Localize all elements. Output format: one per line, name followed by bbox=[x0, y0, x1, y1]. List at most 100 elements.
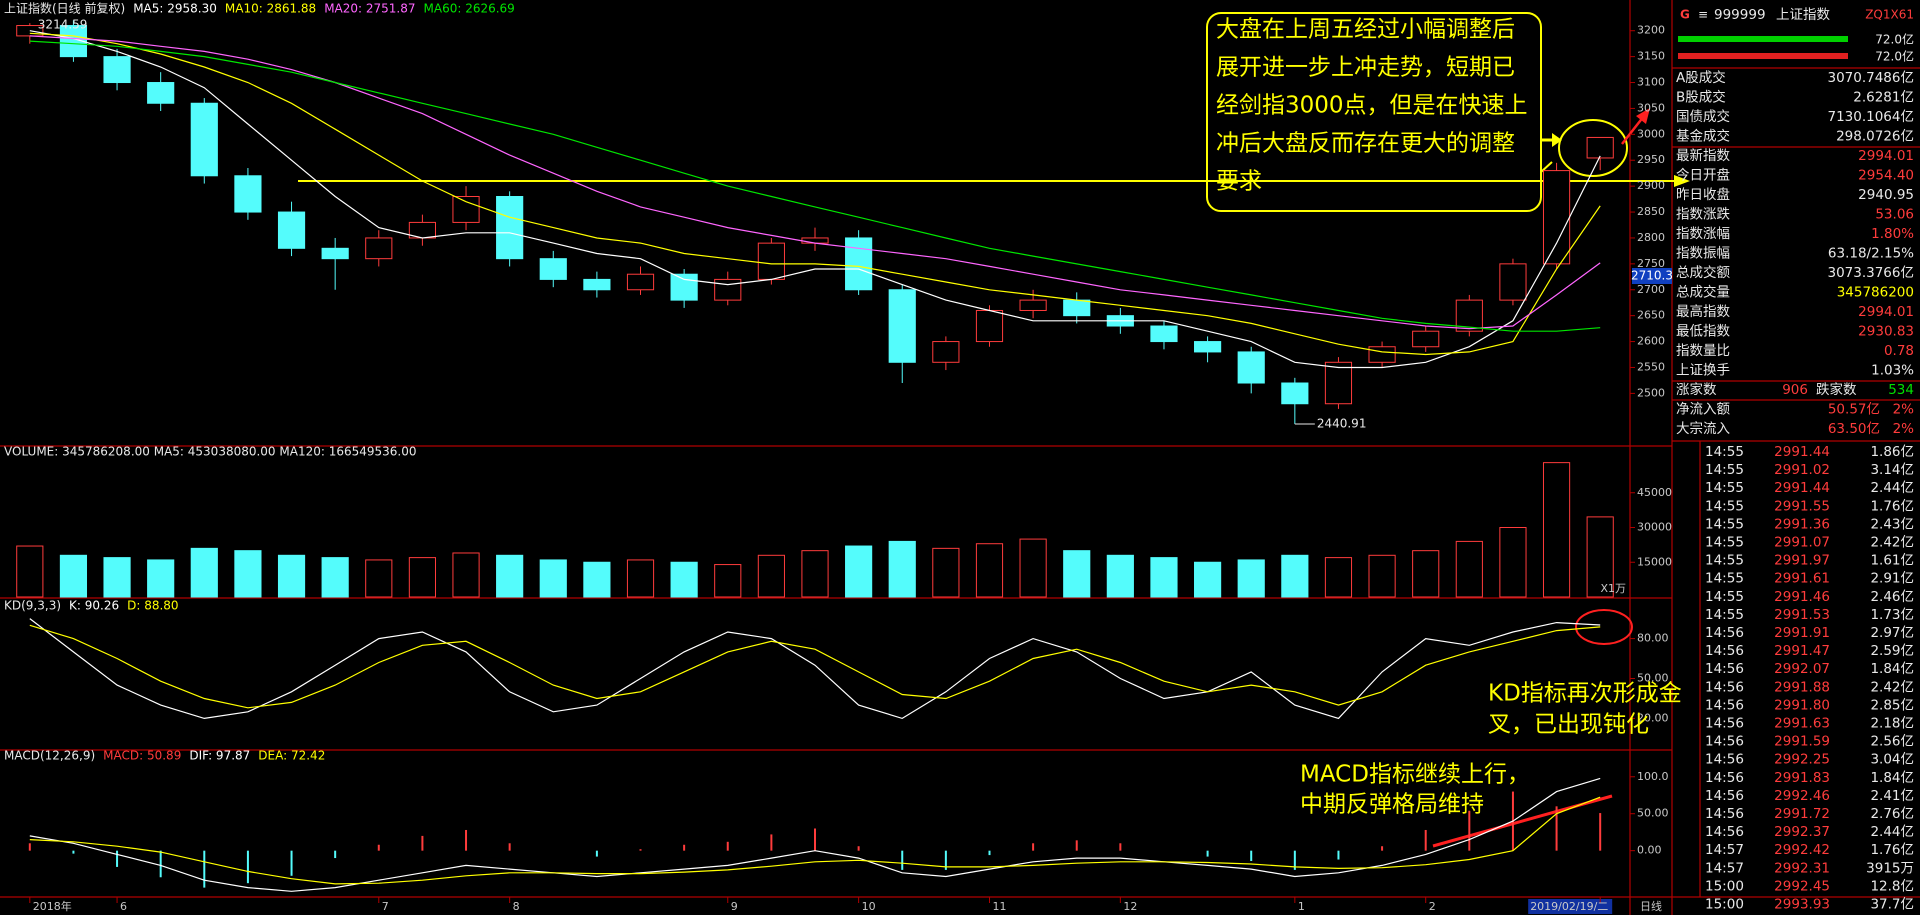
quote-value: 53.06 bbox=[1875, 207, 1914, 223]
trade-volume: 1.76亿 bbox=[1870, 842, 1914, 858]
quote-label: 指数振幅 bbox=[1676, 246, 1730, 262]
trade-volume: 2.44亿 bbox=[1870, 824, 1914, 840]
volume-bar bbox=[801, 550, 829, 598]
x-tick-label: 1 bbox=[1298, 900, 1305, 913]
quote-value: 63.18/2.15% bbox=[1828, 246, 1914, 262]
panel-title: KD(9,3,3) bbox=[4, 599, 61, 613]
candle-body bbox=[1063, 299, 1091, 317]
quote-label: 总成交额 bbox=[1676, 264, 1730, 281]
candle-body bbox=[1237, 351, 1265, 384]
volume-bar bbox=[975, 543, 1004, 598]
trade-price: 2992.46 bbox=[1774, 788, 1830, 804]
breadth-label: 跌家数 bbox=[1816, 381, 1857, 398]
quote-value: 2994.01 bbox=[1858, 304, 1914, 320]
volume-bar bbox=[408, 557, 436, 598]
arrow-head bbox=[1636, 108, 1650, 124]
unit-label: X1万 bbox=[1600, 582, 1626, 595]
quote-label: 最低指数 bbox=[1676, 324, 1730, 340]
trade-time: 14:55 bbox=[1705, 462, 1744, 478]
y-tick-label: 2750 bbox=[1637, 257, 1665, 270]
callout-box bbox=[1206, 12, 1542, 212]
trade-time: 14:56 bbox=[1705, 679, 1744, 695]
high-label: 3214.59 bbox=[38, 18, 88, 32]
y-tick-label: 50.00 bbox=[1637, 807, 1669, 820]
volume-bar bbox=[16, 545, 44, 598]
candle-body bbox=[1542, 170, 1571, 265]
trade-price: 2992.42 bbox=[1774, 842, 1830, 858]
y-tick-label: 15000 bbox=[1637, 555, 1672, 568]
bar-label: 72.0亿 bbox=[1875, 32, 1914, 47]
highlight-ellipse bbox=[1558, 119, 1628, 177]
trade-volume: 2.18亿 bbox=[1870, 716, 1914, 732]
volume-bar bbox=[626, 559, 655, 598]
legend-entry: MA20: 2751.87 bbox=[324, 2, 415, 16]
tag: ZQ1X61 bbox=[1865, 8, 1914, 22]
legend-entry: K: 90.26 bbox=[69, 599, 119, 613]
volume-bar bbox=[845, 545, 873, 598]
trade-volume: 2.44亿 bbox=[1870, 480, 1914, 496]
candle-body bbox=[277, 211, 306, 249]
trade-time: 14:56 bbox=[1705, 661, 1744, 677]
annotation-text: MACD指标继续上行， bbox=[1300, 762, 1530, 788]
trade-price: 2991.44 bbox=[1774, 480, 1830, 496]
legend-entry: DIF: 97.87 bbox=[189, 749, 250, 763]
highlight-ellipse bbox=[1575, 609, 1633, 645]
candle-body bbox=[932, 341, 960, 363]
legend-entry: MACD: 50.89 bbox=[103, 749, 181, 763]
candle-body bbox=[539, 258, 567, 280]
breadth-label: 涨家数 bbox=[1676, 381, 1717, 398]
annotation-text: 大盘在上周五经过小幅调整后 bbox=[1216, 17, 1515, 43]
quote-label: 今日开盘 bbox=[1676, 167, 1730, 184]
panel-title: 上证指数(日线 前复权) bbox=[4, 1, 125, 16]
series-line bbox=[29, 618, 1601, 720]
menu-icon[interactable]: ≡ bbox=[1698, 8, 1708, 22]
quote-label: 指数涨跌 bbox=[1676, 207, 1730, 223]
trade-volume: 2.42亿 bbox=[1870, 535, 1914, 551]
candle-body bbox=[714, 278, 742, 301]
flow-pct: 2% bbox=[1893, 421, 1915, 437]
trade-volume: 2.59亿 bbox=[1870, 643, 1914, 659]
x-tick-label: 11 bbox=[992, 900, 1006, 913]
series-line bbox=[29, 30, 1601, 369]
cursor-price-box bbox=[1632, 268, 1672, 284]
trade-time: 14:55 bbox=[1705, 571, 1744, 587]
candle-body bbox=[845, 237, 873, 291]
volume-bar bbox=[888, 540, 916, 598]
quote-value: 345786200 bbox=[1837, 285, 1914, 301]
candle-body bbox=[1412, 330, 1440, 348]
trade-price: 2991.83 bbox=[1774, 770, 1830, 786]
volume-bar bbox=[321, 557, 349, 598]
trade-price: 2991.07 bbox=[1774, 535, 1830, 551]
trade-volume: 2.97亿 bbox=[1870, 625, 1914, 641]
quote-label: 上证换手 bbox=[1676, 363, 1730, 379]
y-tick-label: 2850 bbox=[1637, 205, 1665, 218]
candle-body bbox=[1499, 263, 1527, 301]
trade-time: 14:56 bbox=[1705, 734, 1744, 750]
candle-body bbox=[1324, 361, 1353, 405]
trade-volume: 3915万 bbox=[1866, 860, 1914, 876]
series-line bbox=[29, 35, 1601, 330]
volume-bar bbox=[147, 559, 175, 598]
candle-body bbox=[496, 196, 524, 260]
volume-bar bbox=[365, 559, 393, 598]
trade-time: 14:56 bbox=[1705, 752, 1744, 768]
period-label: 日线 bbox=[1640, 899, 1662, 913]
volume-bar bbox=[1237, 559, 1265, 598]
volume-bar bbox=[539, 559, 567, 598]
trade-price: 2991.80 bbox=[1774, 697, 1830, 713]
volume-bar bbox=[1455, 540, 1483, 598]
trade-price: 2992.45 bbox=[1774, 878, 1830, 894]
trade-price: 2991.63 bbox=[1774, 716, 1830, 732]
flow-label: 大宗流入 bbox=[1676, 421, 1730, 437]
trade-time: 14:55 bbox=[1705, 498, 1744, 514]
x-tick-label: 6 bbox=[120, 900, 127, 913]
arrow-head bbox=[1674, 175, 1690, 187]
trade-time: 14:55 bbox=[1705, 553, 1744, 569]
trade-time: 14:55 bbox=[1705, 480, 1744, 496]
y-tick-label: 100.0 bbox=[1637, 770, 1669, 783]
candle-body bbox=[365, 237, 393, 260]
y-tick-label: 2600 bbox=[1637, 335, 1665, 348]
candle-body bbox=[452, 196, 480, 223]
